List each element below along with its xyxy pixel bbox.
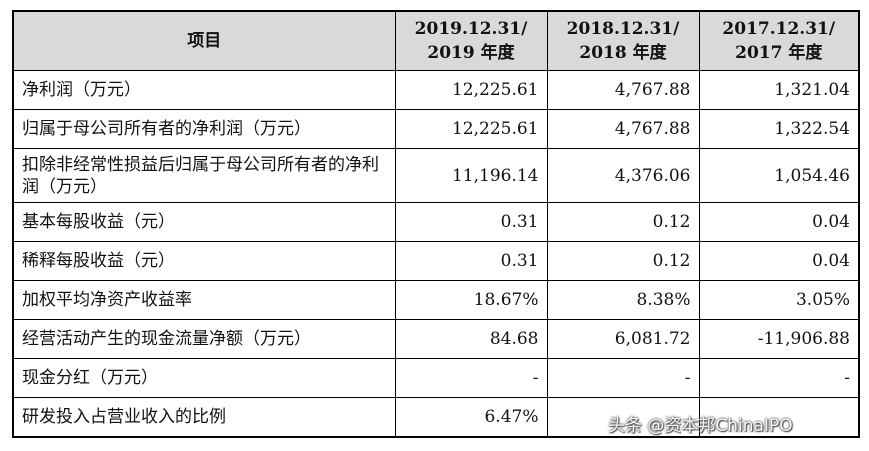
header-2019: 2019.12.31/ 2019 年度 — [394, 10, 548, 71]
header-2017-date: 2017.12.31/ — [722, 19, 836, 39]
cell-2017: -11,906.88 — [698, 319, 860, 359]
cell-2019: 84.68 — [394, 319, 548, 359]
table-row: 经营活动产生的现金流量净额（万元） 84.68 6,081.72 -11,906… — [12, 319, 860, 359]
header-item-label: 项目 — [187, 31, 222, 51]
table-row: 现金分红（万元） - - - — [12, 358, 860, 398]
cell-2018: 6,081.72 — [546, 319, 700, 359]
cell-2018: 4,767.88 — [546, 109, 700, 149]
header-2018-year: 2018 年度 — [579, 43, 667, 63]
cell-2017: 1,054.46 — [698, 148, 860, 203]
table-row: 扣除非经常性损益后归属于母公司所有者的净利润（万元） 11,196.14 4,3… — [12, 148, 860, 203]
cell-2019: - — [394, 358, 548, 398]
cell-2018: 8.38% — [546, 280, 700, 320]
table-header-row: 项目 2019.12.31/ 2019 年度 2018.12.31/ 2018 … — [12, 10, 860, 71]
header-2018-date: 2018.12.31/ — [566, 19, 680, 39]
row-label: 加权平均净资产收益率 — [12, 280, 396, 320]
cell-2019: 6.47% — [394, 397, 548, 437]
cell-2018: 0.12 — [546, 241, 700, 281]
cell-2018: 0.12 — [546, 202, 700, 242]
header-2017: 2017.12.31/ 2017 年度 — [698, 10, 860, 71]
cell-2019: 12,225.61 — [394, 109, 548, 149]
table-row: 稀释每股收益（元） 0.31 0.12 0.04 — [12, 241, 860, 281]
header-2017-year: 2017 年度 — [735, 43, 823, 63]
cell-2017: 3.05% — [698, 280, 860, 320]
table-row: 研发投入占营业收入的比例 6.47% — [12, 397, 860, 437]
row-label: 净利润（万元） — [12, 70, 396, 110]
table-row: 净利润（万元） 12,225.61 4,767.88 1,321.04 — [12, 70, 860, 110]
cell-2018: 4,767.88 — [546, 70, 700, 110]
header-2018: 2018.12.31/ 2018 年度 — [546, 10, 700, 71]
table-row: 归属于母公司所有者的净利润（万元） 12,225.61 4,767.88 1,3… — [12, 109, 860, 149]
cell-2019: 18.67% — [394, 280, 548, 320]
cell-2019: 0.31 — [394, 241, 548, 281]
row-label: 归属于母公司所有者的净利润（万元） — [12, 109, 396, 149]
cell-2017: 1,322.54 — [698, 109, 860, 149]
financial-indicators-table: 项目 2019.12.31/ 2019 年度 2018.12.31/ 2018 … — [12, 10, 860, 438]
row-label: 现金分红（万元） — [12, 358, 396, 398]
cell-2019: 0.31 — [394, 202, 548, 242]
table-row: 加权平均净资产收益率 18.67% 8.38% 3.05% — [12, 280, 860, 320]
row-label: 经营活动产生的现金流量净额（万元） — [12, 319, 396, 359]
cell-2017 — [698, 397, 860, 437]
cell-2018: 4,376.06 — [546, 148, 700, 203]
row-label: 稀释每股收益（元） — [12, 241, 396, 281]
cell-2018 — [546, 397, 700, 437]
table-row: 基本每股收益（元） 0.31 0.12 0.04 — [12, 202, 860, 242]
header-2019-year: 2019 年度 — [427, 43, 515, 63]
cell-2017: 1,321.04 — [698, 70, 860, 110]
cell-2017: 0.04 — [698, 241, 860, 281]
cell-2019: 11,196.14 — [394, 148, 548, 203]
header-2019-date: 2019.12.31/ — [414, 19, 528, 39]
financial-table-container: 项目 2019.12.31/ 2019 年度 2018.12.31/ 2018 … — [12, 10, 860, 438]
row-label: 扣除非经常性损益后归属于母公司所有者的净利润（万元） — [12, 148, 396, 203]
cell-2018: - — [546, 358, 700, 398]
cell-2019: 12,225.61 — [394, 70, 548, 110]
cell-2017: 0.04 — [698, 202, 860, 242]
row-label: 研发投入占营业收入的比例 — [12, 397, 396, 437]
cell-2017: - — [698, 358, 860, 398]
header-item: 项目 — [12, 10, 396, 71]
row-label: 基本每股收益（元） — [12, 202, 396, 242]
